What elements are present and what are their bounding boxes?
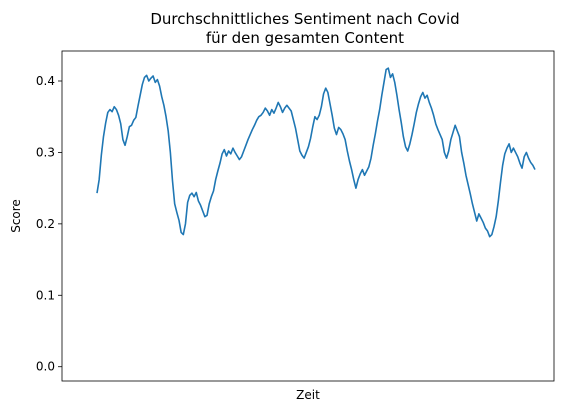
chart-title-line-1: Durchschnittliches Sentiment nach Covid [150,10,459,28]
y-tick-label: 0.1 [36,288,55,302]
plot-area: 0.0 0.1 0.2 0.3 0.4 [36,50,555,382]
y-tick-label: 0.0 [36,360,55,374]
plot-frame [61,50,555,382]
x-axis-label: Zeit [296,388,320,402]
y-axis-label: Score [9,199,23,233]
chart-title-line-2: für den gesamten Content [206,29,404,47]
sentiment-series-line [96,67,536,238]
y-tick-label: 0.3 [36,145,55,159]
y-tick-label: 0.4 [36,74,55,88]
series-layer [96,67,536,238]
y-axis-ticks: 0.0 0.1 0.2 0.3 0.4 [36,74,62,374]
y-tick-label: 0.2 [36,217,55,231]
